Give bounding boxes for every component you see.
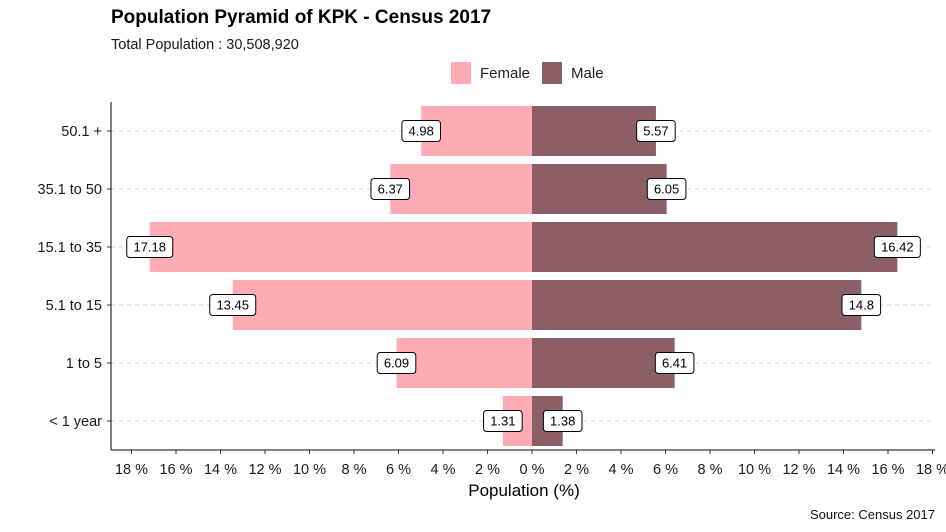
data-label-female: 1.31 (490, 414, 515, 429)
legend-label-female: Female (480, 64, 531, 82)
x-tick-label: 0 % (520, 462, 545, 478)
x-tick-label: 10 % (293, 462, 326, 478)
data-label-male: 16.42 (881, 240, 914, 255)
data-label-female-box (126, 236, 174, 258)
x-tick-label: 6 % (653, 462, 678, 478)
pyramid-chart: 1.31 1.38 6.09 6.41 13.45 14.8 17.18 16.42 6.37 6… (38, 102, 946, 500)
x-tick-label: 10 % (738, 462, 771, 478)
data-label-female: 13.45 (216, 298, 249, 313)
bar-male (532, 106, 656, 156)
legend-label-male: Male (571, 64, 604, 82)
y-tick-label: < 1 year (49, 414, 102, 430)
data-label-female-box (483, 410, 523, 432)
bar-female (396, 338, 532, 388)
legend-swatch-female (451, 62, 471, 84)
x-tick-label: 14 % (204, 462, 237, 478)
data-label-male: 6.41 (662, 356, 687, 371)
data-label-female-box (370, 178, 411, 200)
legend-item-female: Female (451, 62, 530, 84)
x-tick-label: 14 % (827, 462, 860, 478)
x-tick-label: 2 % (475, 462, 500, 478)
x-axis-title: Population (%) (468, 481, 580, 500)
y-tick-label: 1 to 5 (66, 356, 102, 372)
data-label-female-box (401, 120, 441, 142)
data-label-male-box (873, 236, 921, 258)
x-tick-label: 18 % (916, 462, 946, 478)
data-label-female: 17.18 (133, 240, 166, 255)
data-label-male-box (636, 120, 676, 142)
data-label-male-box (646, 178, 687, 200)
bar-female (149, 222, 532, 272)
y-tick-label: 50.1 + (61, 124, 102, 140)
x-tick-label: 4 % (609, 462, 634, 478)
bar-female (390, 164, 532, 214)
data-label-male: 5.57 (643, 124, 668, 139)
bar-male (532, 338, 675, 388)
data-label-female: 6.09 (384, 356, 409, 371)
x-tick-label: 8 % (698, 462, 723, 478)
bar-male (532, 164, 667, 214)
data-label-female: 4.98 (409, 124, 434, 139)
chart-subtitle: Total Population : 30,508,920 (111, 37, 299, 53)
data-label-female: 6.37 (378, 182, 403, 197)
data-label-male: 1.38 (550, 414, 575, 429)
data-label-female-box (209, 294, 257, 316)
x-tick-label: 6 % (386, 462, 411, 478)
x-tick-label: 4 % (431, 462, 456, 478)
x-tick-label: 16 % (871, 462, 904, 478)
y-tick-label: 35.1 to 50 (38, 182, 103, 198)
y-tick-label: 15.1 to 35 (38, 240, 103, 256)
bar-male (532, 280, 862, 330)
chart-caption: Source: Census 2017 (809, 507, 935, 522)
x-tick-label: 16 % (159, 462, 192, 478)
data-label-male-box (654, 352, 695, 374)
y-tick-label: 5.1 to 15 (46, 298, 102, 314)
chart-title: Population Pyramid of KPK - Census 2017 (111, 7, 492, 28)
data-label-male-box (542, 410, 583, 432)
legend: Female Male (451, 62, 616, 84)
legend-item-male: Male (542, 62, 604, 84)
legend-swatch-male (542, 62, 563, 84)
x-tick-label: 12 % (782, 462, 815, 478)
data-label-male: 6.05 (654, 182, 679, 197)
x-tick-label: 2 % (564, 462, 589, 478)
data-label-female-box (376, 352, 417, 374)
data-label-male: 14.8 (849, 298, 874, 313)
bar-male (532, 222, 898, 272)
x-tick-label: 8 % (342, 462, 367, 478)
x-tick-label: 12 % (248, 462, 281, 478)
x-tick-label: 18 % (115, 462, 148, 478)
data-label-male-box (841, 294, 882, 316)
bar-female (232, 280, 533, 330)
